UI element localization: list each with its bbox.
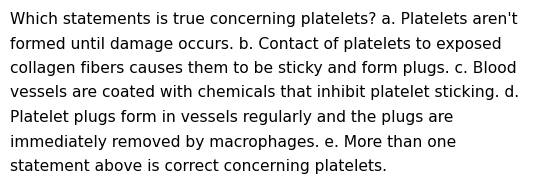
Text: vessels are coated with chemicals that inhibit platelet sticking. d.: vessels are coated with chemicals that i…	[10, 86, 519, 101]
Text: statement above is correct concerning platelets.: statement above is correct concerning pl…	[10, 159, 387, 174]
Text: collagen fibers causes them to be sticky and form plugs. c. Blood: collagen fibers causes them to be sticky…	[10, 61, 517, 76]
Text: formed until damage occurs. b. Contact of platelets to exposed: formed until damage occurs. b. Contact o…	[10, 36, 502, 52]
Text: Platelet plugs form in vessels regularly and the plugs are: Platelet plugs form in vessels regularly…	[10, 110, 453, 125]
Text: Which statements is true concerning platelets? a. Platelets aren't: Which statements is true concerning plat…	[10, 12, 518, 27]
Text: immediately removed by macrophages. e. More than one: immediately removed by macrophages. e. M…	[10, 134, 456, 149]
